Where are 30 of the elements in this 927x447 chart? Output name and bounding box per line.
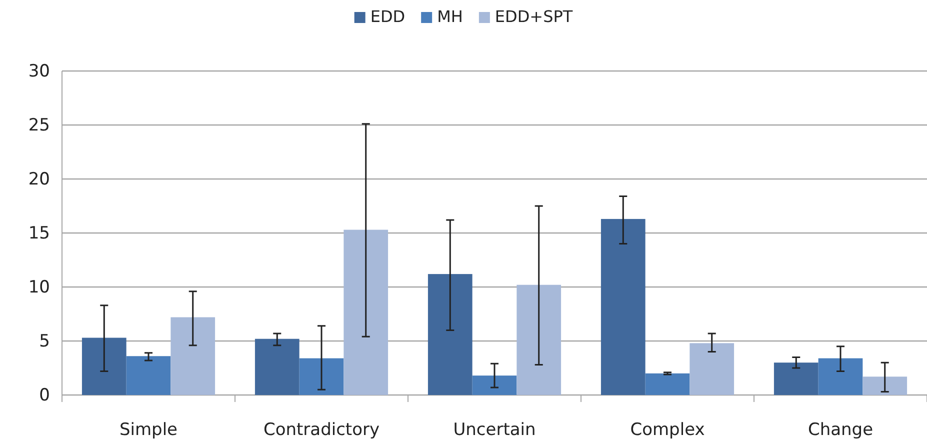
y-tick-label: 15 (28, 223, 50, 244)
y-tick-label: 0 (39, 385, 50, 406)
bar (774, 362, 818, 395)
bar (645, 373, 690, 395)
bar (254, 338, 300, 395)
bar (690, 343, 734, 395)
bar (344, 230, 388, 395)
bar (516, 284, 562, 395)
y-tick-label: 30 (28, 61, 50, 82)
bar (472, 376, 517, 395)
bar (170, 317, 216, 395)
bar (600, 218, 646, 395)
x-tick-label: Complex (630, 420, 705, 440)
legend-label: EDD+SPT (494, 7, 573, 26)
y-tick-label: 10 (28, 277, 50, 298)
x-tick-label: Simple (119, 420, 178, 440)
y-tick-label: 20 (28, 169, 50, 190)
bar (299, 358, 344, 395)
x-tick-label: Change (808, 420, 874, 440)
bar (82, 338, 126, 395)
bar (862, 376, 908, 395)
y-tick-label: 5 (39, 331, 50, 352)
x-tick-label: Contradictory (263, 420, 380, 440)
y-tick-label: 25 (28, 115, 50, 136)
legend-label: MH (437, 7, 463, 26)
bar (818, 358, 863, 395)
x-tick-label: Uncertain (453, 420, 536, 440)
bar (126, 356, 171, 395)
bar (428, 274, 472, 395)
legend-label: EDD (370, 7, 406, 26)
